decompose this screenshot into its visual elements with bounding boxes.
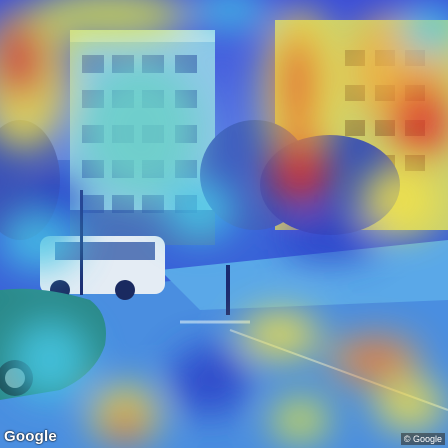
copyright-label: © Google — [400, 433, 445, 445]
street-pole — [226, 265, 230, 315]
google-logo: Google — [4, 428, 57, 445]
signpost — [80, 190, 83, 295]
